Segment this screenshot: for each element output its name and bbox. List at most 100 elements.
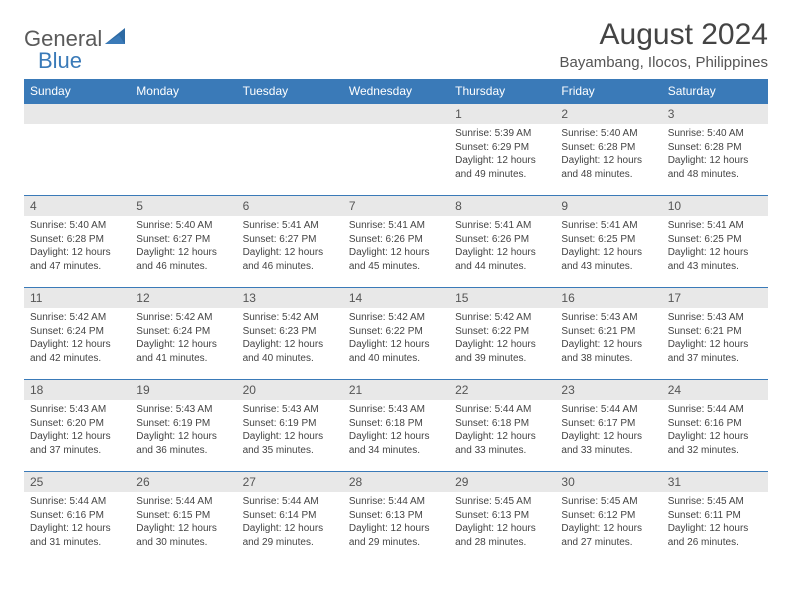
sunrise-text: Sunrise: 5:43 AM (561, 311, 655, 325)
calendar-day-cell: 2Sunrise: 5:40 AMSunset: 6:28 PMDaylight… (555, 104, 661, 196)
day-details: Sunrise: 5:43 AMSunset: 6:19 PMDaylight:… (237, 400, 343, 461)
day-number: 16 (555, 288, 661, 308)
day-details: Sunrise: 5:40 AMSunset: 6:28 PMDaylight:… (24, 216, 130, 277)
day-number: 24 (662, 380, 768, 400)
daylight-text: and 46 minutes. (243, 260, 337, 274)
sunrise-text: Sunrise: 5:40 AM (136, 219, 230, 233)
daylight-text: Daylight: 12 hours (455, 154, 549, 168)
sunset-text: Sunset: 6:23 PM (243, 325, 337, 339)
day-details: Sunrise: 5:44 AMSunset: 6:13 PMDaylight:… (343, 492, 449, 553)
day-number: 3 (662, 104, 768, 124)
calendar-day-cell: 23Sunrise: 5:44 AMSunset: 6:17 PMDayligh… (555, 380, 661, 472)
day-details: Sunrise: 5:43 AMSunset: 6:21 PMDaylight:… (662, 308, 768, 369)
sunset-text: Sunset: 6:16 PM (668, 417, 762, 431)
daylight-text: Daylight: 12 hours (561, 430, 655, 444)
daylight-text: and 28 minutes. (455, 536, 549, 550)
daylight-text: Daylight: 12 hours (243, 246, 337, 260)
calendar-day-cell: 3Sunrise: 5:40 AMSunset: 6:28 PMDaylight… (662, 104, 768, 196)
calendar-day-cell: 19Sunrise: 5:43 AMSunset: 6:19 PMDayligh… (130, 380, 236, 472)
daylight-text: Daylight: 12 hours (349, 522, 443, 536)
sunset-text: Sunset: 6:21 PM (668, 325, 762, 339)
day-number: 13 (237, 288, 343, 308)
daylight-text: and 36 minutes. (136, 444, 230, 458)
daylight-text: and 35 minutes. (243, 444, 337, 458)
day-details: Sunrise: 5:40 AMSunset: 6:28 PMDaylight:… (555, 124, 661, 185)
day-details: Sunrise: 5:45 AMSunset: 6:13 PMDaylight:… (449, 492, 555, 553)
sunset-text: Sunset: 6:12 PM (561, 509, 655, 523)
daylight-text: Daylight: 12 hours (136, 338, 230, 352)
day-number: 23 (555, 380, 661, 400)
calendar-day-cell: 16Sunrise: 5:43 AMSunset: 6:21 PMDayligh… (555, 288, 661, 380)
calendar-day-cell: 5Sunrise: 5:40 AMSunset: 6:27 PMDaylight… (130, 196, 236, 288)
weekday-header: Thursday (449, 79, 555, 104)
sunset-text: Sunset: 6:20 PM (30, 417, 124, 431)
weekday-header: Friday (555, 79, 661, 104)
day-details: Sunrise: 5:42 AMSunset: 6:22 PMDaylight:… (449, 308, 555, 369)
sunset-text: Sunset: 6:18 PM (349, 417, 443, 431)
day-details: Sunrise: 5:42 AMSunset: 6:22 PMDaylight:… (343, 308, 449, 369)
daylight-text: Daylight: 12 hours (349, 338, 443, 352)
daylight-text: and 40 minutes. (243, 352, 337, 366)
daylight-text: Daylight: 12 hours (30, 430, 124, 444)
day-details: Sunrise: 5:43 AMSunset: 6:18 PMDaylight:… (343, 400, 449, 461)
day-number (343, 104, 449, 124)
day-number: 19 (130, 380, 236, 400)
sunset-text: Sunset: 6:15 PM (136, 509, 230, 523)
day-number: 4 (24, 196, 130, 216)
day-details: Sunrise: 5:41 AMSunset: 6:26 PMDaylight:… (343, 216, 449, 277)
daylight-text: Daylight: 12 hours (455, 430, 549, 444)
day-details: Sunrise: 5:44 AMSunset: 6:14 PMDaylight:… (237, 492, 343, 553)
day-number: 14 (343, 288, 449, 308)
day-number: 8 (449, 196, 555, 216)
daylight-text: Daylight: 12 hours (349, 246, 443, 260)
sunset-text: Sunset: 6:11 PM (668, 509, 762, 523)
sunrise-text: Sunrise: 5:40 AM (30, 219, 124, 233)
day-details: Sunrise: 5:40 AMSunset: 6:28 PMDaylight:… (662, 124, 768, 185)
sunrise-text: Sunrise: 5:43 AM (243, 403, 337, 417)
sunrise-text: Sunrise: 5:45 AM (455, 495, 549, 509)
calendar-day-cell (343, 104, 449, 196)
daylight-text: and 34 minutes. (349, 444, 443, 458)
day-details: Sunrise: 5:41 AMSunset: 6:26 PMDaylight:… (449, 216, 555, 277)
daylight-text: Daylight: 12 hours (668, 430, 762, 444)
daylight-text: Daylight: 12 hours (243, 338, 337, 352)
day-number: 7 (343, 196, 449, 216)
sunrise-text: Sunrise: 5:45 AM (561, 495, 655, 509)
weekday-header: Monday (130, 79, 236, 104)
day-details: Sunrise: 5:43 AMSunset: 6:20 PMDaylight:… (24, 400, 130, 461)
day-details: Sunrise: 5:43 AMSunset: 6:19 PMDaylight:… (130, 400, 236, 461)
day-number: 9 (555, 196, 661, 216)
sunrise-text: Sunrise: 5:39 AM (455, 127, 549, 141)
day-number (24, 104, 130, 124)
day-number (130, 104, 236, 124)
calendar-day-cell: 21Sunrise: 5:43 AMSunset: 6:18 PMDayligh… (343, 380, 449, 472)
day-number: 11 (24, 288, 130, 308)
sunrise-text: Sunrise: 5:44 AM (243, 495, 337, 509)
calendar-week-row: 11Sunrise: 5:42 AMSunset: 6:24 PMDayligh… (24, 288, 768, 380)
sunrise-text: Sunrise: 5:42 AM (349, 311, 443, 325)
day-number: 29 (449, 472, 555, 492)
day-details: Sunrise: 5:39 AMSunset: 6:29 PMDaylight:… (449, 124, 555, 185)
day-number: 12 (130, 288, 236, 308)
daylight-text: Daylight: 12 hours (561, 338, 655, 352)
calendar-day-cell: 11Sunrise: 5:42 AMSunset: 6:24 PMDayligh… (24, 288, 130, 380)
daylight-text: and 39 minutes. (455, 352, 549, 366)
day-number: 1 (449, 104, 555, 124)
day-number: 21 (343, 380, 449, 400)
daylight-text: and 26 minutes. (668, 536, 762, 550)
day-number: 6 (237, 196, 343, 216)
daylight-text: Daylight: 12 hours (349, 430, 443, 444)
day-number: 25 (24, 472, 130, 492)
day-details: Sunrise: 5:42 AMSunset: 6:24 PMDaylight:… (130, 308, 236, 369)
calendar-day-cell: 12Sunrise: 5:42 AMSunset: 6:24 PMDayligh… (130, 288, 236, 380)
sunset-text: Sunset: 6:17 PM (561, 417, 655, 431)
calendar-day-cell: 17Sunrise: 5:43 AMSunset: 6:21 PMDayligh… (662, 288, 768, 380)
daylight-text: and 48 minutes. (668, 168, 762, 182)
sunset-text: Sunset: 6:26 PM (455, 233, 549, 247)
daylight-text: Daylight: 12 hours (455, 338, 549, 352)
day-details: Sunrise: 5:44 AMSunset: 6:17 PMDaylight:… (555, 400, 661, 461)
day-details: Sunrise: 5:42 AMSunset: 6:24 PMDaylight:… (24, 308, 130, 369)
daylight-text: Daylight: 12 hours (668, 522, 762, 536)
daylight-text: and 46 minutes. (136, 260, 230, 274)
daylight-text: and 49 minutes. (455, 168, 549, 182)
